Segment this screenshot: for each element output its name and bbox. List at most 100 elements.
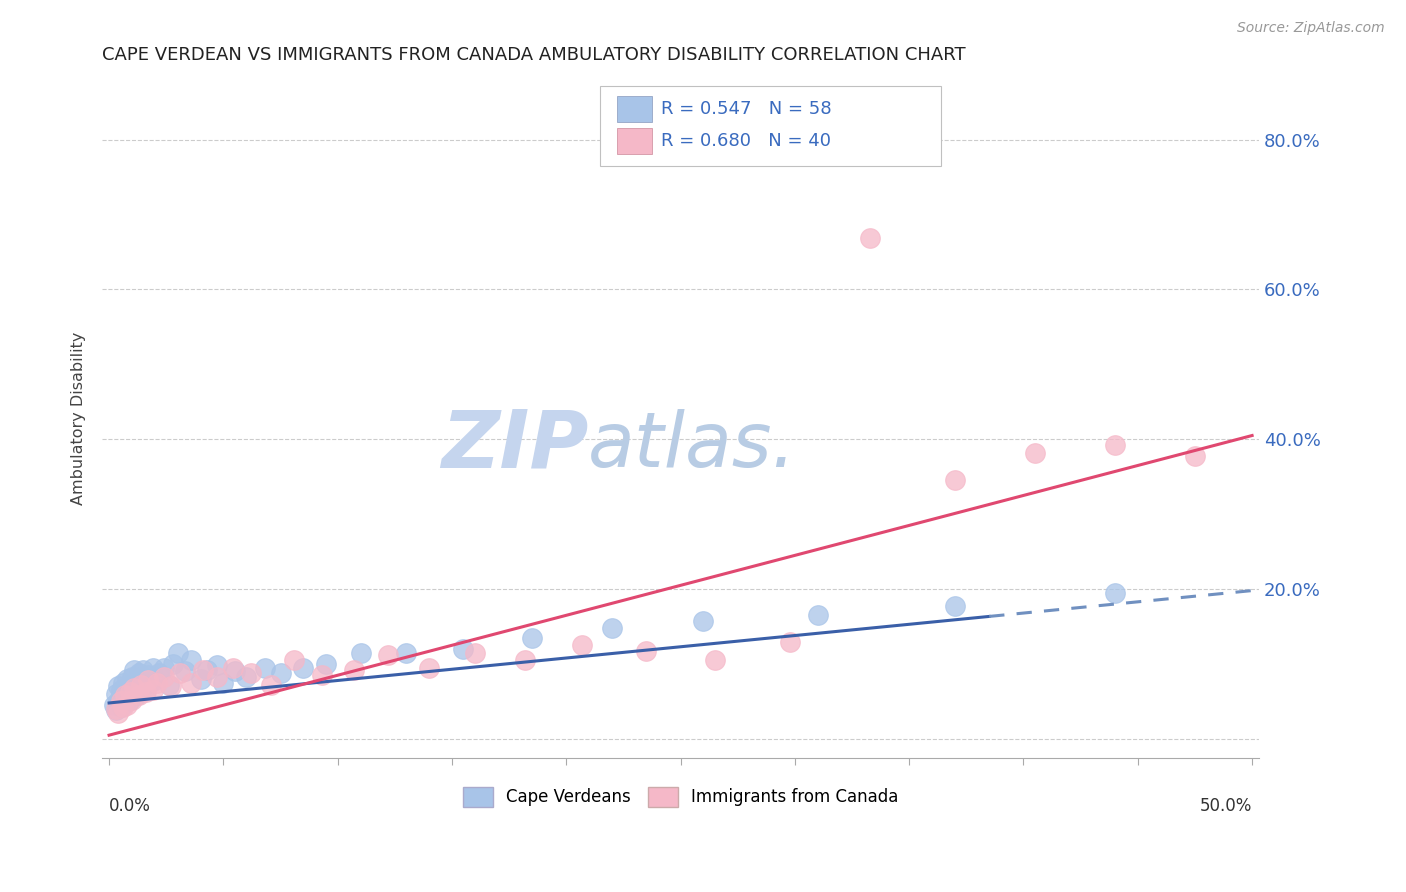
Point — [224, 665, 246, 679]
Point — [180, 653, 202, 667]
Point — [395, 646, 418, 660]
Point — [114, 689, 136, 703]
Point — [315, 657, 337, 671]
Point — [235, 671, 257, 685]
Point — [107, 680, 129, 694]
Point — [239, 665, 262, 680]
Point — [205, 658, 228, 673]
Point — [104, 687, 127, 701]
Point — [270, 665, 292, 680]
Point — [129, 685, 152, 699]
Point — [110, 683, 132, 698]
Point — [121, 685, 143, 699]
Point — [180, 675, 202, 690]
Point — [141, 683, 163, 698]
Point — [779, 634, 801, 648]
Point — [122, 681, 145, 695]
Point — [1024, 446, 1046, 460]
Point — [162, 657, 184, 671]
Point — [195, 663, 218, 677]
Point — [153, 671, 176, 685]
Point — [636, 643, 658, 657]
Point — [141, 661, 163, 675]
Point — [311, 668, 333, 682]
Point — [110, 700, 132, 714]
Point — [118, 685, 141, 699]
Point — [135, 685, 157, 699]
Point — [129, 678, 152, 692]
Point — [260, 678, 283, 692]
Point — [103, 698, 125, 713]
Point — [125, 673, 148, 688]
Y-axis label: Ambulatory Disability: Ambulatory Disability — [72, 332, 86, 506]
Point — [117, 698, 139, 713]
Point — [110, 694, 132, 708]
Point — [943, 474, 966, 488]
Point — [221, 661, 243, 675]
Text: 0.0%: 0.0% — [110, 797, 150, 814]
Point — [107, 694, 129, 708]
Point — [212, 675, 235, 690]
Point — [191, 663, 214, 677]
Point — [157, 678, 180, 692]
Point — [148, 665, 170, 680]
Point — [292, 661, 315, 675]
Point — [190, 672, 212, 686]
Point — [121, 693, 143, 707]
Point — [253, 661, 276, 675]
Legend: Cape Verdeans, Immigrants from Canada: Cape Verdeans, Immigrants from Canada — [456, 780, 905, 814]
Point — [128, 681, 150, 695]
Point — [377, 648, 399, 662]
Point — [117, 689, 139, 703]
Point — [146, 675, 169, 690]
Point — [283, 653, 305, 667]
Point — [121, 671, 143, 685]
Text: Source: ZipAtlas.com: Source: ZipAtlas.com — [1237, 21, 1385, 35]
Point — [117, 672, 139, 686]
Point — [107, 706, 129, 720]
Point — [153, 661, 176, 675]
Point — [571, 638, 593, 652]
Point — [129, 671, 152, 685]
Point — [464, 646, 486, 660]
Point — [132, 678, 155, 692]
Text: ZIP: ZIP — [440, 407, 588, 484]
Point — [169, 665, 191, 680]
Point — [135, 683, 157, 698]
Text: R = 0.547   N = 58: R = 0.547 N = 58 — [661, 100, 831, 118]
Point — [205, 671, 228, 685]
Point — [520, 631, 543, 645]
Point — [125, 689, 148, 703]
Point — [1104, 586, 1126, 600]
Point — [128, 665, 150, 680]
Point — [600, 621, 623, 635]
Point — [118, 693, 141, 707]
Text: CAPE VERDEAN VS IMMIGRANTS FROM CANADA AMBULATORY DISABILITY CORRELATION CHART: CAPE VERDEAN VS IMMIGRANTS FROM CANADA A… — [103, 46, 966, 64]
Point — [859, 231, 882, 245]
Text: R = 0.680   N = 40: R = 0.680 N = 40 — [661, 132, 831, 151]
Bar — [617, 128, 651, 154]
Point — [136, 668, 159, 682]
Point — [118, 678, 141, 692]
Point — [173, 665, 195, 679]
Text: atlas.: atlas. — [588, 409, 797, 483]
Point — [166, 646, 188, 660]
Point — [122, 663, 145, 677]
Point — [1104, 438, 1126, 452]
Point — [453, 642, 475, 657]
Point — [418, 661, 440, 675]
Point — [114, 696, 136, 710]
Point — [111, 690, 134, 705]
Point — [114, 681, 136, 695]
Point — [692, 614, 714, 628]
Point — [343, 663, 366, 677]
Point — [128, 689, 150, 703]
Point — [143, 673, 166, 688]
Point — [111, 700, 134, 714]
FancyBboxPatch shape — [599, 86, 941, 166]
Point — [513, 653, 536, 667]
Text: 50.0%: 50.0% — [1199, 797, 1253, 814]
Point — [703, 653, 725, 667]
Point — [139, 675, 162, 690]
Point — [122, 678, 145, 692]
